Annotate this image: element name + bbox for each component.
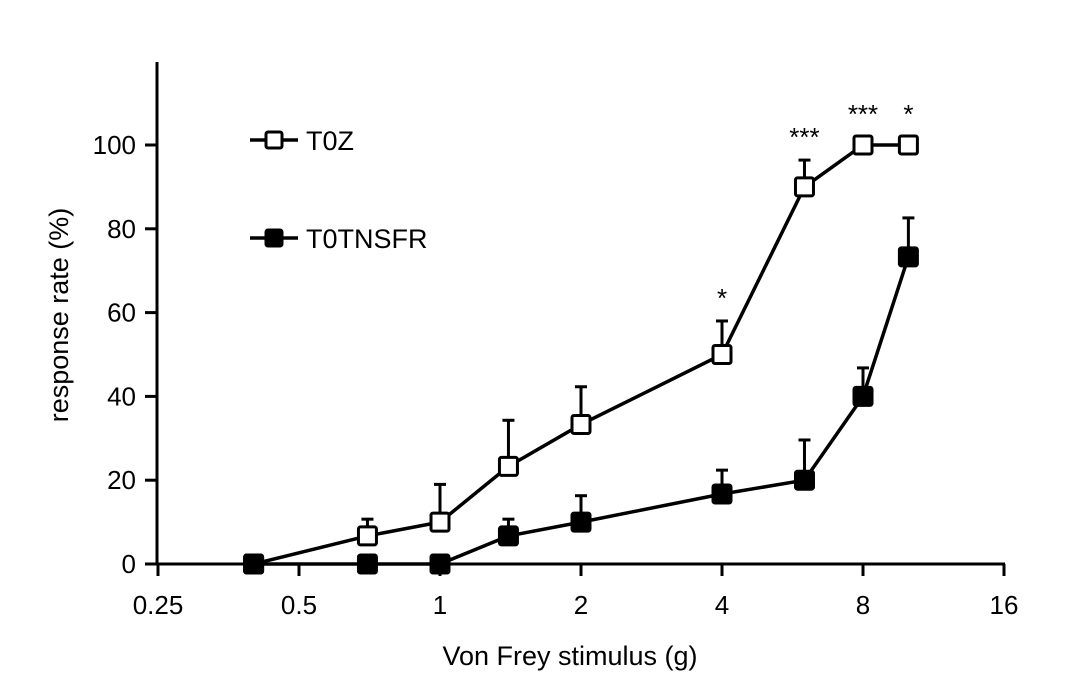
y-tick-label: 40 (107, 381, 136, 411)
y-tick-label: 60 (107, 298, 136, 328)
data-point (897, 246, 919, 268)
data-point (497, 455, 519, 477)
data-point (570, 413, 592, 435)
data-point (711, 483, 733, 505)
series-t0tnsfr (243, 216, 919, 575)
data-point (356, 553, 378, 575)
legend-label: T0TNSFR (306, 224, 428, 254)
x-tick-label: 2 (574, 590, 588, 620)
x-tick-label: 8 (856, 590, 870, 620)
y-tick-label: 100 (93, 130, 136, 160)
significance-marker: *** (789, 122, 819, 152)
data-point (852, 385, 874, 407)
data-point (356, 525, 378, 547)
legend-label: T0Z (306, 126, 354, 156)
legend: T0Z T0TNSFR (250, 126, 428, 254)
legend-item: T0TNSFR (250, 224, 428, 254)
x-tick-label: 16 (990, 590, 1019, 620)
x-tick-label: 0.25 (133, 590, 184, 620)
legend-item: T0Z (250, 126, 354, 156)
data-point (711, 344, 733, 365)
significance-marker: *** (848, 99, 878, 129)
data-point (497, 525, 519, 547)
data-point (793, 469, 815, 491)
x-tick-label: 0.5 (281, 590, 317, 620)
y-tick-label: 80 (107, 214, 136, 244)
data-point (429, 511, 451, 533)
significance-marker: * (717, 283, 727, 313)
x-tick-label: 4 (715, 590, 729, 620)
data-point (570, 511, 592, 533)
data-point (429, 553, 451, 575)
data-point (852, 134, 874, 156)
data-point (243, 553, 265, 575)
y-tick-label: 0 (122, 549, 136, 579)
x-axis-title: Von Frey stimulus (g) (442, 641, 697, 671)
y-axis-title: response rate (%) (44, 208, 74, 423)
significance-marker: * (903, 99, 913, 129)
legend-marker (264, 130, 284, 150)
y-tick-label: 20 (107, 465, 136, 495)
legend-marker (264, 228, 284, 248)
data-point (897, 134, 919, 156)
x-tick-label: 1 (433, 590, 447, 620)
data-point (793, 176, 815, 198)
